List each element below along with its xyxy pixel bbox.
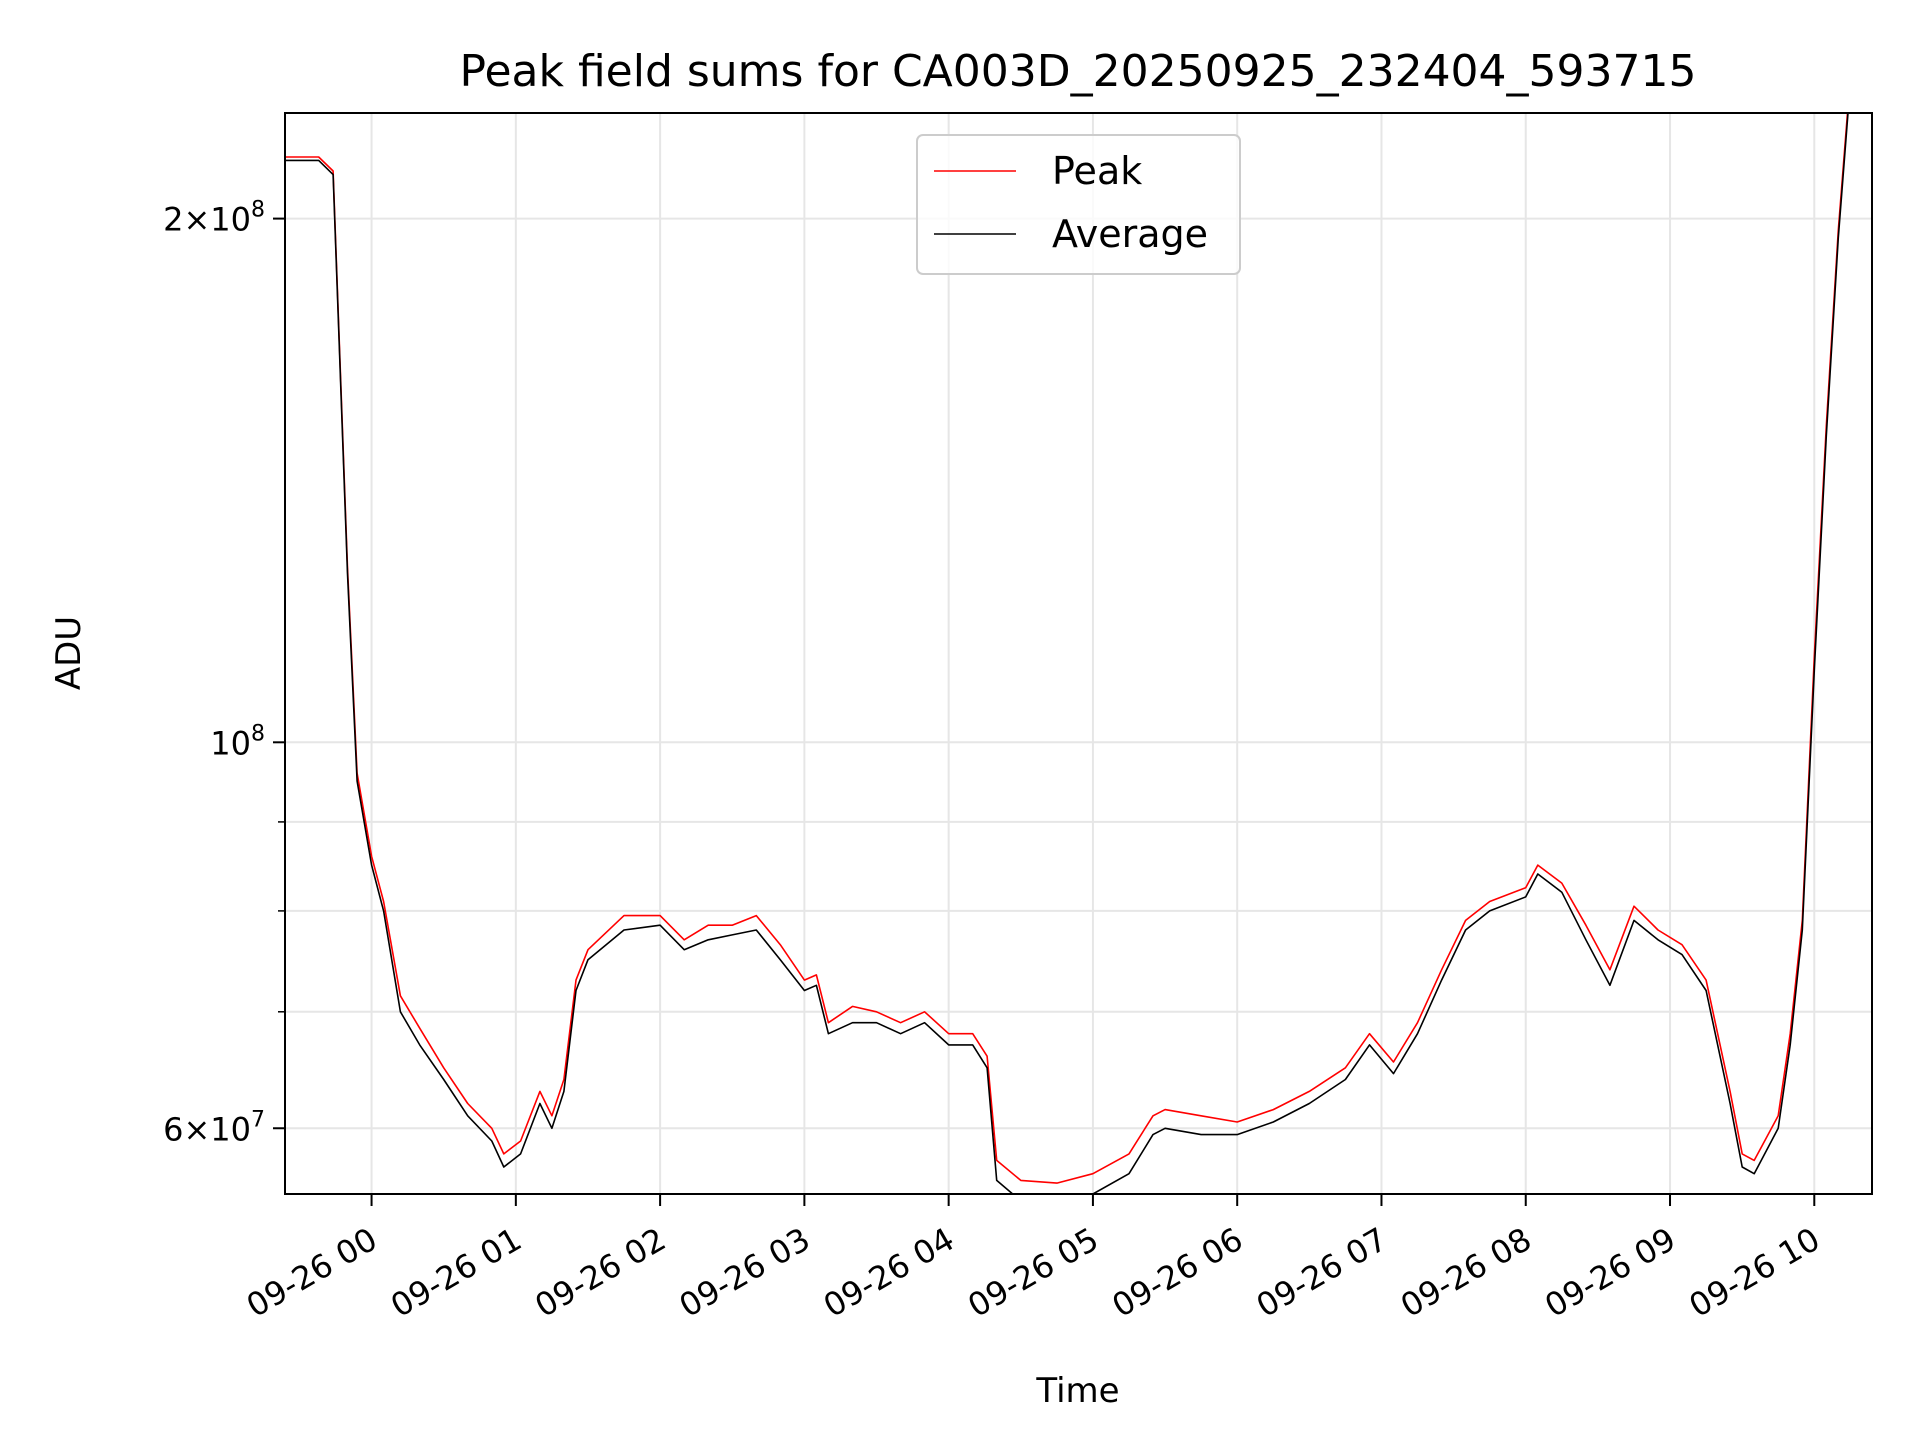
legend-peak-label: Peak bbox=[1052, 149, 1142, 193]
y-tick-label: 2×108 bbox=[163, 198, 265, 239]
legend-average-label: Average bbox=[1052, 212, 1208, 256]
series-line-peak bbox=[285, 113, 1849, 1184]
x-axis-label: Time bbox=[1035, 1371, 1119, 1411]
axes-frame bbox=[284, 112, 1873, 1195]
legend-box bbox=[916, 134, 1241, 275]
series-layer bbox=[285, 113, 1849, 1194]
legend: Peak Average bbox=[916, 134, 1241, 275]
y-tick-label: 6×107 bbox=[163, 1107, 265, 1148]
y-axis-label: ADU bbox=[49, 616, 89, 690]
series-line-average bbox=[285, 113, 1849, 1194]
chart-title: Peak field sums for CA003D_20250925_2324… bbox=[459, 46, 1696, 97]
